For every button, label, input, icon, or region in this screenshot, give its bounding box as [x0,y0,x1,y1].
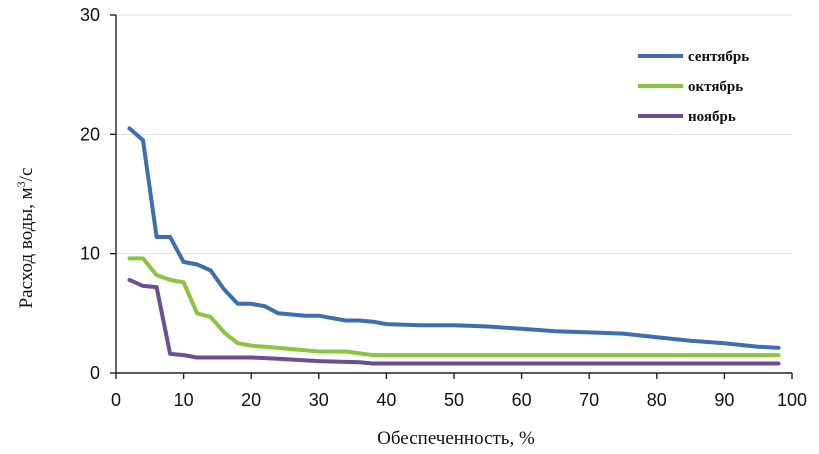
x-tick-label-100: 100 [777,390,807,410]
series-lines [127,126,781,366]
x-tick-label-20: 20 [241,390,261,410]
legend: сентябрь октябрь ноябрь [638,49,749,125]
x-tick-label-90: 90 [714,390,734,410]
series-line-1 [127,126,781,350]
x-tick-label-0: 0 [111,390,121,410]
x-axis-title: Обеспеченность, % [377,428,535,449]
legend-label-1: сентябрь [688,49,749,65]
x-tick-label-80: 80 [647,390,667,410]
series-line-2 [127,256,781,358]
legend-label-2: октябрь [688,79,743,95]
y-tick-label-0: 0 [90,363,100,383]
y-tick-label-30: 30 [80,5,100,25]
legend-label-3: ноябрь [688,109,736,125]
x-tick-label-50: 50 [444,390,464,410]
y-tick-label-20: 20 [80,124,100,144]
gridlines [116,14,792,255]
series-line-3 [127,277,781,366]
x-axis-ticks: 0 10 20 30 40 50 60 70 80 90 100 [111,373,807,410]
x-tick-label-30: 30 [309,390,329,410]
x-tick-label-40: 40 [376,390,396,410]
y-axis-ticks: 0 10 20 30 [80,5,116,383]
x-tick-label-10: 10 [174,390,194,410]
y-axis-title-end: /с [16,168,37,182]
axes [115,15,792,374]
y-axis-title-main: Расход воды, м [16,187,37,308]
x-tick-label-60: 60 [512,390,532,410]
x-tick-label-70: 70 [579,390,599,410]
y-tick-label-10: 10 [80,244,100,264]
y-axis-title: Расход воды, м3/с [14,168,37,309]
y-axis-title-superscript: 3 [14,181,28,187]
